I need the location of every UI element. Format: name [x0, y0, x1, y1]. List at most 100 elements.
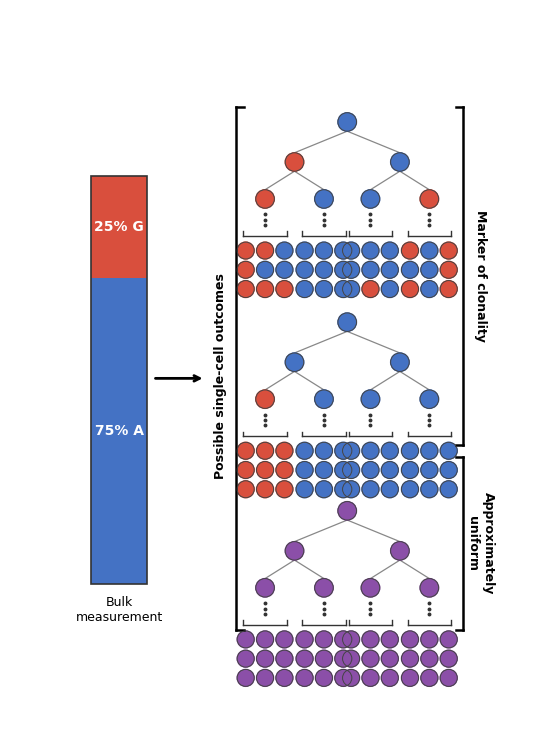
Circle shape — [296, 481, 313, 498]
Text: 25% G: 25% G — [94, 220, 144, 234]
Circle shape — [440, 669, 457, 686]
Circle shape — [421, 462, 438, 479]
Circle shape — [315, 462, 333, 479]
Text: 75% A: 75% A — [95, 424, 144, 438]
Circle shape — [257, 280, 273, 297]
Circle shape — [401, 669, 418, 686]
Circle shape — [343, 261, 359, 278]
Circle shape — [361, 390, 380, 408]
Circle shape — [362, 650, 379, 667]
Circle shape — [237, 631, 254, 648]
Circle shape — [315, 481, 333, 498]
Circle shape — [335, 242, 352, 259]
Circle shape — [421, 631, 438, 648]
Circle shape — [257, 443, 273, 459]
Circle shape — [296, 443, 313, 459]
Circle shape — [257, 261, 273, 278]
Circle shape — [343, 443, 359, 459]
Circle shape — [343, 242, 359, 259]
Circle shape — [362, 481, 379, 498]
Circle shape — [391, 542, 409, 560]
Circle shape — [401, 280, 418, 297]
Circle shape — [343, 631, 359, 648]
Circle shape — [296, 631, 313, 648]
Text: Approximately
uniform: Approximately uniform — [466, 493, 494, 595]
Circle shape — [335, 280, 352, 297]
Circle shape — [338, 501, 357, 520]
Circle shape — [381, 443, 398, 459]
Circle shape — [343, 669, 359, 686]
Circle shape — [401, 462, 418, 479]
Circle shape — [256, 189, 275, 208]
Circle shape — [421, 481, 438, 498]
Circle shape — [440, 261, 457, 278]
Circle shape — [296, 261, 313, 278]
Circle shape — [401, 261, 418, 278]
Circle shape — [362, 669, 379, 686]
Circle shape — [391, 153, 409, 171]
Circle shape — [343, 462, 359, 479]
Circle shape — [257, 462, 273, 479]
Circle shape — [381, 631, 398, 648]
Circle shape — [343, 280, 359, 297]
Circle shape — [276, 242, 293, 259]
Circle shape — [420, 578, 439, 597]
Circle shape — [391, 353, 409, 371]
Circle shape — [381, 280, 398, 297]
Circle shape — [421, 242, 438, 259]
Circle shape — [362, 631, 379, 648]
Circle shape — [440, 481, 457, 498]
Circle shape — [315, 631, 333, 648]
Circle shape — [381, 462, 398, 479]
Circle shape — [315, 669, 333, 686]
Circle shape — [421, 650, 438, 667]
Circle shape — [296, 650, 313, 667]
Circle shape — [401, 443, 418, 459]
Circle shape — [381, 481, 398, 498]
Circle shape — [237, 261, 254, 278]
Circle shape — [315, 261, 333, 278]
Circle shape — [362, 242, 379, 259]
Circle shape — [335, 481, 352, 498]
Circle shape — [420, 390, 439, 408]
Text: Marker of clonality: Marker of clonality — [474, 210, 487, 342]
Circle shape — [421, 280, 438, 297]
Text: Possible single-cell outcomes: Possible single-cell outcomes — [214, 273, 227, 479]
Circle shape — [335, 650, 352, 667]
Circle shape — [315, 390, 333, 408]
Circle shape — [276, 280, 293, 297]
Circle shape — [361, 189, 380, 208]
Circle shape — [361, 578, 380, 597]
Circle shape — [276, 631, 293, 648]
Circle shape — [362, 443, 379, 459]
Circle shape — [440, 280, 457, 297]
Circle shape — [315, 578, 333, 597]
Circle shape — [296, 462, 313, 479]
Bar — [92, 176, 147, 584]
Circle shape — [237, 242, 254, 259]
Circle shape — [362, 280, 379, 297]
Circle shape — [256, 578, 275, 597]
Circle shape — [285, 542, 304, 560]
Text: Bulk
measurement: Bulk measurement — [76, 595, 163, 623]
Circle shape — [276, 669, 293, 686]
Bar — [92, 176, 147, 278]
Circle shape — [335, 669, 352, 686]
Circle shape — [296, 669, 313, 686]
Circle shape — [237, 443, 254, 459]
Circle shape — [237, 481, 254, 498]
Bar — [92, 278, 147, 584]
Circle shape — [440, 462, 457, 479]
Circle shape — [315, 280, 333, 297]
Circle shape — [296, 280, 313, 297]
Circle shape — [440, 242, 457, 259]
Circle shape — [335, 462, 352, 479]
Circle shape — [335, 631, 352, 648]
Circle shape — [237, 462, 254, 479]
Circle shape — [401, 650, 418, 667]
Circle shape — [276, 443, 293, 459]
Circle shape — [296, 242, 313, 259]
Circle shape — [237, 650, 254, 667]
Circle shape — [257, 242, 273, 259]
Circle shape — [421, 443, 438, 459]
